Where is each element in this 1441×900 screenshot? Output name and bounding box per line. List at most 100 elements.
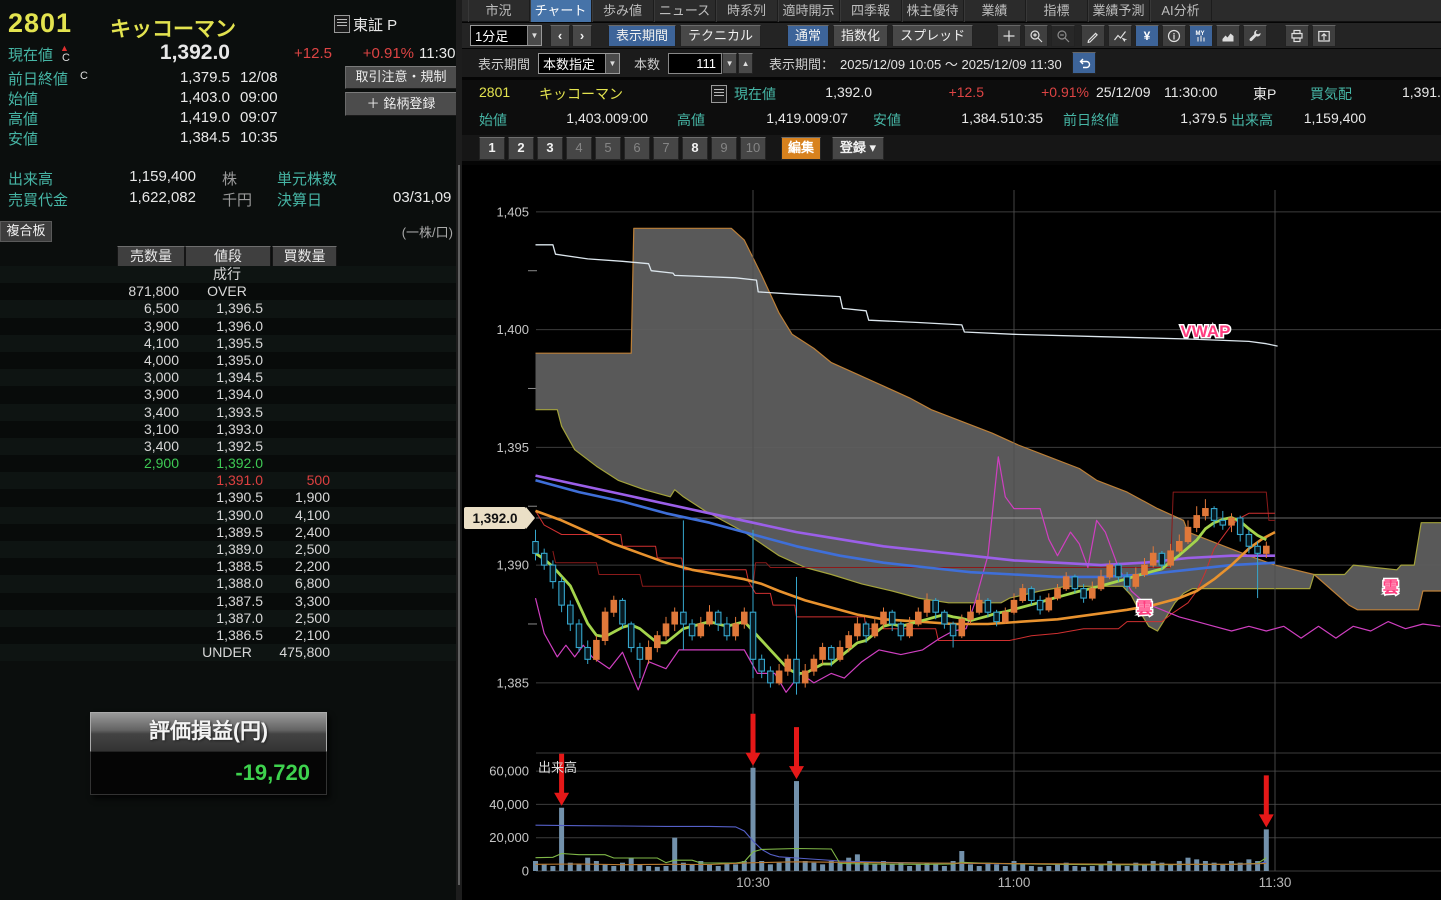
trendline-icon[interactable]: [1108, 24, 1133, 47]
svg-text:MY: MY: [1196, 31, 1205, 37]
menu-tab-業績[interactable]: 業績: [964, 0, 1026, 22]
preset-row: 1 2 3 4 5 6 7 8 9 10 編集 登録 ▾: [462, 135, 1441, 161]
volume-spike-arrow: [1258, 775, 1274, 828]
volume-pane-label: 出来高: [538, 760, 577, 775]
order-book-row[interactable]: 1,391.0 500: [0, 472, 456, 490]
order-book-row[interactable]: 3,400 1,393.5: [0, 403, 456, 421]
wrench-icon[interactable]: [1243, 24, 1268, 47]
order-book-row[interactable]: 3,000 1,394.5: [0, 369, 456, 387]
order-book-row[interactable]: 871,800 OVER: [0, 283, 456, 301]
unit-shares-label: 単元株数: [277, 171, 338, 188]
menu-tab-チャート[interactable]: チャート: [530, 0, 592, 22]
export-icon[interactable]: [1312, 24, 1337, 47]
toolbar-button-指数化[interactable]: 指数化: [833, 24, 889, 47]
quote-row: 前日終値 C 1,379.5 12/08: [8, 69, 278, 88]
interval-select[interactable]: 1分足 ▼: [470, 25, 542, 46]
zoom-in-icon[interactable]: [1024, 24, 1049, 47]
preset-button-3[interactable]: 3: [537, 136, 563, 160]
preset-button-10[interactable]: 10: [740, 136, 766, 160]
info2-label: 始値: [479, 112, 507, 128]
x-axis-label: 11:30: [1259, 875, 1292, 890]
pl-value: -19,720: [90, 752, 327, 795]
preset-button-8[interactable]: 8: [682, 136, 708, 160]
volume-spike-arrow: [789, 727, 804, 780]
panel-divider[interactable]: [456, 0, 462, 900]
order-book-row[interactable]: 1,387.0 2,500: [0, 609, 456, 627]
order-book-row[interactable]: 3,900 1,394.0: [0, 386, 456, 404]
zoom-out-icon[interactable]: [1051, 24, 1076, 47]
order-book-row[interactable]: 6,500 1,396.5: [0, 300, 456, 318]
preset-button-7[interactable]: 7: [653, 136, 679, 160]
toolbar-button-テクニカル[interactable]: テクニカル: [680, 24, 762, 47]
x-axis-label: 11:00: [998, 875, 1031, 890]
preset-button-1[interactable]: 1: [479, 136, 505, 160]
count-up-button[interactable]: ▲: [738, 52, 754, 74]
my-chart-icon[interactable]: MY: [1189, 24, 1214, 47]
menu-tab-業績予測[interactable]: 業績予測: [1088, 0, 1150, 22]
order-book-col-header: 買数量: [272, 246, 337, 267]
info2-value: 1,379.5: [1180, 110, 1227, 126]
register-dropdown-button[interactable]: 登録 ▾: [832, 136, 884, 160]
quote-panel: 2801 キッコーマン 東証 P 現在値 ▲ C 1,392.0 +12.5 +…: [0, 0, 457, 900]
current-price-tag-tip: [526, 507, 535, 529]
chart-chg: +12.5: [948, 84, 984, 100]
chart-stock-code: 2801: [479, 84, 511, 100]
order-book-row[interactable]: 1,386.5 2,100: [0, 626, 456, 645]
info2-time: 09:07: [813, 110, 849, 126]
preset-button-5[interactable]: 5: [595, 136, 621, 160]
count-down-button[interactable]: ▼: [722, 52, 738, 74]
pencil-icon[interactable]: [1081, 24, 1106, 47]
info-icon[interactable]: i: [1162, 24, 1187, 47]
menu-tab-市況[interactable]: 市況: [468, 0, 530, 22]
trade-warning-button[interactable]: 取引注意・規制: [345, 66, 457, 89]
area-chart-icon[interactable]: [1216, 24, 1241, 47]
range-label: 表示期間：: [769, 56, 835, 72]
menu-tab-時系列[interactable]: 時系列: [716, 0, 778, 22]
preset-button-2[interactable]: 2: [508, 136, 534, 160]
menu-tab-歩み値[interactable]: 歩み値: [592, 0, 654, 22]
order-book-row[interactable]: 3,100 1,393.0: [0, 420, 456, 438]
order-book-row[interactable]: 4,100 1,395.5: [0, 334, 456, 352]
order-book-row[interactable]: 1,390.5 1,900: [0, 489, 456, 507]
edit-button[interactable]: 編集: [781, 136, 821, 160]
register-symbol-button[interactable]: ＋ 銘柄登録: [345, 92, 457, 116]
order-book-row[interactable]: UNDER 475,800: [0, 644, 456, 662]
undo-icon[interactable]: [1071, 52, 1096, 74]
order-book-row[interactable]: 1,388.5 2,200: [0, 558, 456, 576]
preset-button-6[interactable]: 6: [624, 136, 650, 160]
order-book-row[interactable]: 1,387.5 3,300: [0, 592, 456, 610]
menu-tab-四季報[interactable]: 四季報: [840, 0, 902, 22]
order-book-row[interactable]: 4,000 1,395.0: [0, 351, 456, 370]
preset-button-9[interactable]: 9: [711, 136, 737, 160]
quote-row: 安値 1,384.5 10:35: [8, 129, 278, 148]
yen-icon[interactable]: ¥: [1135, 24, 1160, 47]
price-volume-chart: 1,405 1,400 1,395 1,390 1,385 60,000 40,000 20,…: [462, 165, 1441, 900]
order-book-row[interactable]: 1,390.0 4,100: [0, 506, 456, 524]
order-book-row[interactable]: 成行: [0, 266, 456, 284]
order-book-row[interactable]: 1,389.0 2,500: [0, 541, 456, 559]
chart-market: 東P: [1253, 86, 1277, 102]
up-triangle-icon: ▲: [60, 43, 69, 53]
nav-prev-button[interactable]: ‹: [550, 24, 570, 47]
order-book-row[interactable]: 3,900 1,396.0: [0, 317, 456, 335]
order-book-row[interactable]: 2,900 1,392.0: [0, 455, 456, 473]
order-book-row[interactable]: 1,389.5 2,400: [0, 523, 456, 541]
menu-tab-株主優待[interactable]: 株主優待: [902, 0, 964, 22]
toolbar-button-通常[interactable]: 通常: [787, 24, 830, 47]
printer-icon[interactable]: [1285, 24, 1310, 47]
board-tab[interactable]: 複合板: [0, 221, 52, 242]
nav-next-button[interactable]: ›: [572, 24, 592, 47]
menu-tab-ニュース[interactable]: ニュース: [654, 0, 716, 22]
bar-count-input[interactable]: 111: [668, 52, 723, 74]
order-book-row[interactable]: 1,388.0 6,800: [0, 575, 456, 593]
toolbar-button-表示期間[interactable]: 表示期間: [608, 24, 677, 47]
toolbar-button-スプレッド[interactable]: スプレッド: [892, 24, 974, 47]
order-book-row[interactable]: 3,400 1,392.5: [0, 437, 456, 456]
menu-tab-AI分析[interactable]: AI分析: [1150, 0, 1212, 22]
order-book-col-header: 売数量: [117, 246, 185, 267]
preset-button-4[interactable]: 4: [566, 136, 592, 160]
period-mode-select[interactable]: 本数指定 ▼: [538, 52, 621, 74]
menu-tab-指標[interactable]: 指標: [1026, 0, 1088, 22]
menu-tab-適時開示[interactable]: 適時開示: [778, 0, 840, 22]
crosshair-plus-icon[interactable]: [997, 24, 1022, 47]
